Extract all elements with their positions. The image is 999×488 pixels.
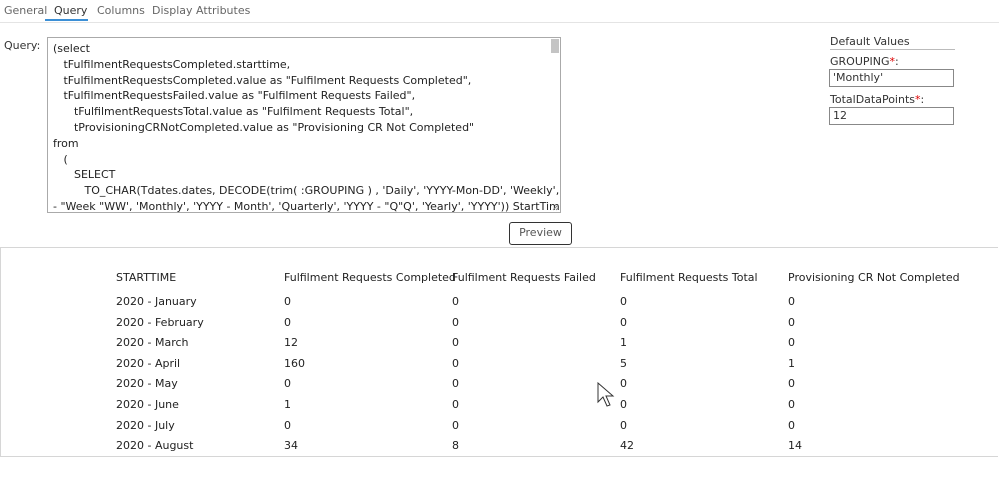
table-cell: 0 xyxy=(452,315,459,329)
table-cell: 0 xyxy=(452,336,459,350)
preview-button[interactable]: Preview xyxy=(509,222,572,245)
field-label-suffix: : xyxy=(895,55,899,68)
table-cell: 0 xyxy=(452,356,459,370)
table-cell: 0 xyxy=(788,418,795,432)
scrollbar[interactable] xyxy=(551,39,559,53)
table-cell: 1 xyxy=(620,336,627,350)
query-text: (select tFulfilmentRequestsCompleted.sta… xyxy=(53,41,561,213)
query-label: Query: xyxy=(4,39,41,52)
field-input[interactable]: 'Monthly' xyxy=(829,69,954,87)
field-label-required: * xyxy=(915,93,921,106)
column-header: Provisioning CR Not Completed xyxy=(788,271,960,284)
table-cell: 2020 - March xyxy=(116,336,189,350)
table-cell: 34 xyxy=(284,439,298,453)
default-values-title: Default Values xyxy=(830,35,910,48)
table-cell: 1 xyxy=(788,356,795,370)
table-cell: 0 xyxy=(620,398,627,411)
table-cell: 0 xyxy=(452,377,459,391)
table-cell: 0 xyxy=(620,295,627,308)
query-line: (select xyxy=(53,42,90,55)
mouse-cursor xyxy=(597,382,615,407)
column-header: STARTTIME xyxy=(116,271,177,284)
table-cell: 2020 - August xyxy=(116,439,194,453)
tab[interactable]: Query xyxy=(54,4,88,17)
table-cell: 1 xyxy=(284,398,291,411)
table-cell: 0 xyxy=(620,315,627,329)
table-cell: 160 xyxy=(284,356,305,370)
field-label-suffix: : xyxy=(920,93,925,106)
table-cell: 0 xyxy=(620,377,627,391)
table-cell: 0 xyxy=(284,295,291,308)
query-line: tProvisioningCRNotCompleted.value as "Pr… xyxy=(53,120,475,134)
table-cell: 12 xyxy=(284,336,298,350)
table-cell: 8 xyxy=(452,439,459,453)
tab[interactable]: Display Attributes xyxy=(152,4,251,17)
table-cell: 0 xyxy=(284,418,291,432)
table-cell: 0 xyxy=(788,336,795,350)
column-header: Fulfilment Requests Failed xyxy=(452,271,596,284)
table-cell: 42 xyxy=(620,439,634,453)
table-cell: 0 xyxy=(452,398,459,411)
table-cell: 5 xyxy=(620,356,627,370)
query-line: SELECT xyxy=(53,168,116,182)
query-line: tFulfilmentRequestsTotal.value as "Fulfi… xyxy=(53,105,414,119)
field-input[interactable]: 12 xyxy=(829,107,954,125)
field-label-name: GROUPING xyxy=(830,55,890,68)
tab[interactable]: General xyxy=(4,4,48,17)
field-label: GROUPING*: xyxy=(830,55,899,68)
column-header: Fulfilment Requests Total xyxy=(620,271,758,284)
query-line: tFulfilmentRequestsFailed.value as "Fulf… xyxy=(53,89,416,103)
field-label-required: * xyxy=(889,55,896,68)
table-cell: 0 xyxy=(452,295,459,308)
field-label: TotalDataPoints*: xyxy=(830,93,924,106)
query-line: ( xyxy=(53,152,68,166)
query-line: tFulfilmentRequestsCompleted.starttime, xyxy=(53,57,291,71)
table-cell: 0 xyxy=(788,377,795,391)
tab-divider xyxy=(0,22,999,23)
query-line: TO_CHAR(Tdates.dates, DECODE(trim( :GROU… xyxy=(53,184,561,198)
resize-handle[interactable] xyxy=(552,204,559,211)
table-cell: 2020 - February xyxy=(116,315,204,329)
table-cell: 2020 - July xyxy=(116,418,175,432)
table-cell: 0 xyxy=(788,398,795,411)
table-cell: 2020 - June xyxy=(116,398,179,411)
active-tab-indicator xyxy=(45,19,88,21)
table-cell: 0 xyxy=(284,315,291,329)
table-cell: 14 xyxy=(788,439,802,453)
table-cell: 0 xyxy=(788,315,795,329)
query-line: from xyxy=(53,136,79,150)
query-line: tFulfilmentRequestsCompleted.value as "F… xyxy=(53,73,472,87)
table-cell: 2020 - January xyxy=(116,295,197,308)
table-cell: 2020 - May xyxy=(116,377,178,391)
table-cell: 0 xyxy=(284,377,291,391)
results-table xyxy=(0,247,998,457)
tab[interactable]: Columns xyxy=(97,4,145,17)
table-cell: 0 xyxy=(452,418,459,432)
column-header: Fulfilment Requests Completed xyxy=(284,271,456,284)
default-values-divider xyxy=(830,49,955,50)
field-label-name: TotalDataPoints xyxy=(830,93,915,106)
table-cell: 2020 - April xyxy=(116,356,181,370)
query-line: - "Week "WW', 'Monthly', 'YYYY - Month',… xyxy=(53,199,561,213)
query-textarea[interactable]: (select tFulfilmentRequestsCompleted.sta… xyxy=(47,37,561,213)
table-cell: 0 xyxy=(788,295,795,308)
table-cell: 0 xyxy=(620,418,627,432)
